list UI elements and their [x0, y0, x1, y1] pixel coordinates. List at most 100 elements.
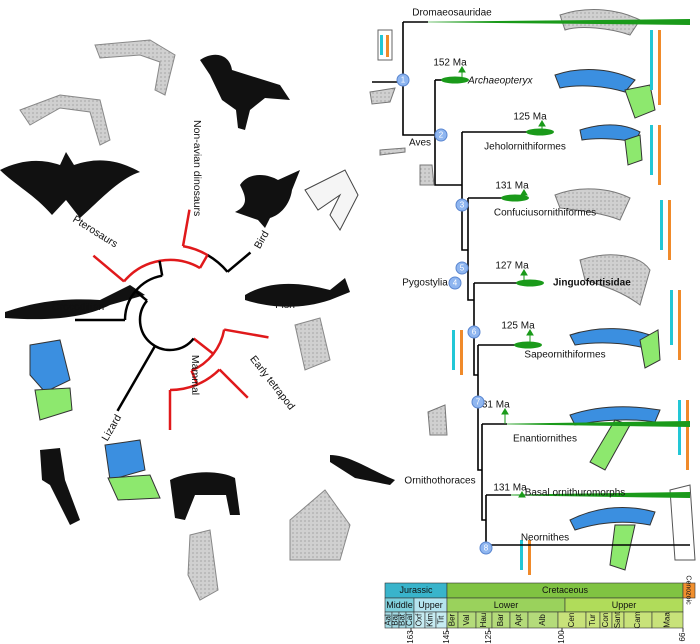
clade-label: Bird: [252, 229, 272, 251]
clade-label: Fish: [275, 299, 295, 311]
stage-label: Alb: [538, 614, 547, 626]
branch: [138, 299, 195, 352]
age-arrow: [526, 329, 534, 345]
age-label: 152 Ma: [433, 58, 467, 69]
branch: [192, 337, 215, 355]
node-marker: [467, 325, 481, 339]
stage-label: Bat: [398, 613, 407, 626]
stage-label: Cam: [633, 611, 642, 628]
node-marker: [455, 198, 469, 212]
branch: [134, 290, 148, 302]
stage-label: Kim: [426, 613, 435, 627]
clade-name: Enantiornithes: [513, 434, 577, 445]
epoch-label: Lower: [494, 600, 519, 610]
clade-name: Jinguofortisidae: [553, 278, 631, 289]
group-label: Ornithothoraces: [404, 476, 475, 487]
stage-label: Val: [462, 614, 471, 625]
clade-label: Pterosaurs: [70, 213, 119, 250]
group-label: Aves: [409, 138, 431, 149]
stage-label: Maa: [663, 612, 672, 628]
age-label: 127 Ma: [495, 261, 529, 272]
time-scale: Jurassic Cretaceous Cenozoic Middle Upper Low…: [384, 575, 696, 644]
group-label: Pygostylia: [402, 278, 448, 289]
branch: [223, 328, 269, 339]
age-tick-label: 125: [484, 630, 493, 644]
clade-label: Mammal: [189, 355, 201, 395]
node-marker: [455, 261, 469, 275]
period-label: Cretaceous: [542, 585, 589, 595]
age-label: 131 Ma: [476, 400, 510, 411]
clade-label: Non-avian dinosaurs: [191, 120, 203, 216]
node-number: 1: [401, 76, 406, 85]
age-arrow: [501, 408, 509, 424]
node-marker: [396, 73, 410, 87]
stage-label: Ber: [448, 613, 457, 626]
scale-cell: [682, 582, 696, 599]
age-tick-label: 66: [678, 632, 687, 641]
age-arrow: [520, 189, 528, 198]
branch: [206, 253, 229, 273]
branch: [198, 254, 209, 269]
stage-label: Aal: [384, 614, 393, 626]
age-arrow: [458, 66, 466, 80]
tree-backbone: [372, 22, 487, 545]
range-bar: [482, 421, 690, 427]
clade-name: Neornithes: [521, 533, 569, 544]
node-number: 5: [460, 264, 465, 273]
branch: [92, 254, 125, 283]
branch: [116, 345, 157, 412]
stage-label: Apt: [514, 613, 523, 626]
age-arrow: [520, 269, 528, 283]
node-marker: [471, 395, 485, 409]
clade-label: Early tetrapod: [247, 353, 297, 412]
stage-label: Cal: [405, 614, 414, 626]
node-number: 7: [476, 398, 481, 407]
clade-name: Dromaeosauridae: [412, 8, 492, 19]
branch: [181, 209, 191, 247]
scale-cell: [651, 611, 684, 629]
clade-label: Lizard: [99, 412, 124, 443]
range-bar: [526, 128, 554, 136]
age-label: 125 Ma: [513, 112, 547, 123]
age-arrow: [538, 120, 546, 132]
age-tick-label: 100: [557, 630, 566, 644]
age-arrow: [518, 491, 526, 498]
branch: [158, 260, 164, 276]
age-label: 125 Ma: [501, 321, 535, 332]
node-marker: [434, 128, 448, 142]
age-tick-label: 145: [442, 630, 451, 644]
node-number: 3: [460, 201, 465, 210]
stage-label: Cen: [567, 613, 576, 628]
stage-label: Baj: [391, 614, 400, 626]
range-bar: [514, 341, 542, 349]
range-bar: [486, 492, 690, 498]
clade-name: Archaeopteryx: [467, 76, 533, 87]
left-illustrations: [0, 39, 395, 601]
branch: [218, 368, 249, 399]
branch: [190, 370, 199, 385]
period-label: Jurassic: [399, 585, 433, 595]
clade-name: Basal ornithuromorphs: [525, 488, 626, 499]
age-label: 131 Ma: [493, 483, 527, 494]
node-marker: [448, 276, 462, 290]
stage-label: Sant: [613, 611, 622, 628]
epoch-label: Upper: [612, 600, 637, 610]
epoch-label: Upper: [418, 600, 443, 610]
epoch-label: Middle: [386, 600, 413, 610]
stage-label: Hau: [479, 613, 488, 628]
clade-name: Sapeornithiformes: [524, 350, 605, 361]
node-marker: [479, 541, 493, 555]
age-label: 131 Ma: [495, 181, 529, 192]
clade-name: Jeholornithiformes: [484, 142, 566, 153]
range-bar: [501, 194, 529, 202]
range-bar: [403, 19, 690, 25]
clade-name: Confuciusornithiformes: [494, 208, 596, 219]
stage-label: Tit: [437, 615, 446, 624]
stage-label: Bar: [496, 613, 505, 626]
period-label: Cenozoic: [685, 575, 692, 605]
stage-label: Con: [601, 613, 610, 628]
branch: [182, 244, 209, 257]
node-number: 8: [484, 544, 489, 553]
